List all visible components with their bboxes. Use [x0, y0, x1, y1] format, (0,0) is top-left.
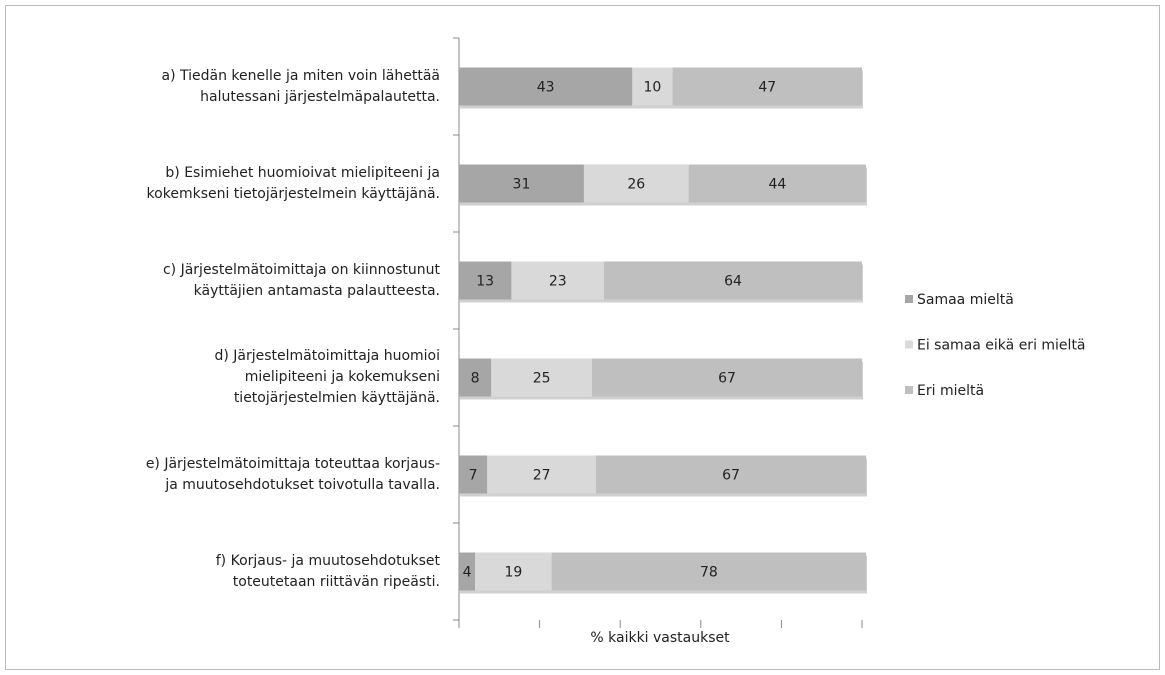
data-label: 23 [549, 274, 567, 290]
legend-swatch [905, 386, 913, 394]
legend-swatch [905, 295, 913, 303]
category-label: f) Korjaus- ja muutosehdotukset toteutet… [215, 552, 440, 590]
bar-segment [632, 67, 673, 106]
bar-segment [459, 552, 476, 591]
data-label: 67 [722, 468, 740, 484]
data-label: 4 [463, 565, 472, 581]
category-label: c) Järjestelmätoimittaja on kiinnostunut… [162, 261, 440, 299]
x-axis-title: % kaikki vastaukset [590, 630, 730, 646]
data-label: 26 [627, 177, 645, 193]
data-label: 13 [476, 274, 494, 290]
bar-segment [583, 164, 689, 203]
data-label: 44 [768, 177, 786, 193]
data-label: 8 [471, 371, 480, 387]
bar-segment [459, 261, 512, 300]
data-label: 19 [504, 565, 522, 581]
legend-label: Eri mieltä [917, 383, 984, 399]
category-label: b) Esimiehet huomioivat mielipiteeni ja … [146, 164, 440, 202]
bar-segment [591, 358, 862, 397]
bar-segment [604, 261, 862, 300]
bar-segment [596, 455, 867, 494]
data-label: 27 [533, 468, 551, 484]
bar-segment [459, 164, 584, 203]
bar-segment [475, 552, 552, 591]
legend-swatch [905, 340, 913, 349]
legend-label: Ei samaa eikä eri mieltä [917, 338, 1086, 354]
data-label: 43 [537, 80, 555, 96]
category-label: e) Järjestelmätoimittaja toteuttaa korja… [145, 455, 440, 493]
bar-segment [551, 552, 867, 591]
data-label: 64 [724, 274, 742, 290]
bar-segment [672, 67, 862, 106]
bar-segment [459, 455, 488, 494]
data-label: 31 [513, 177, 531, 193]
data-label: 47 [758, 80, 776, 96]
category-label: d) Järjestelmätoimittaja huomioi mielipi… [214, 348, 440, 406]
data-label: 7 [469, 468, 478, 484]
bar-segment [688, 164, 867, 203]
bar-segment [487, 455, 597, 494]
data-label: 78 [700, 565, 718, 581]
data-label: 10 [644, 80, 662, 96]
data-label: 25 [533, 371, 551, 387]
legend-label: Samaa mieltä [917, 292, 1014, 308]
category-label: a) Tiedän kenelle ja miten voin lähettää… [161, 67, 440, 105]
chart-border [5, 5, 1160, 670]
bar-segment [459, 67, 633, 106]
bar-segment [491, 358, 592, 397]
data-label: 67 [718, 371, 736, 387]
bar-segment [459, 358, 492, 397]
bar-segment [511, 261, 605, 300]
